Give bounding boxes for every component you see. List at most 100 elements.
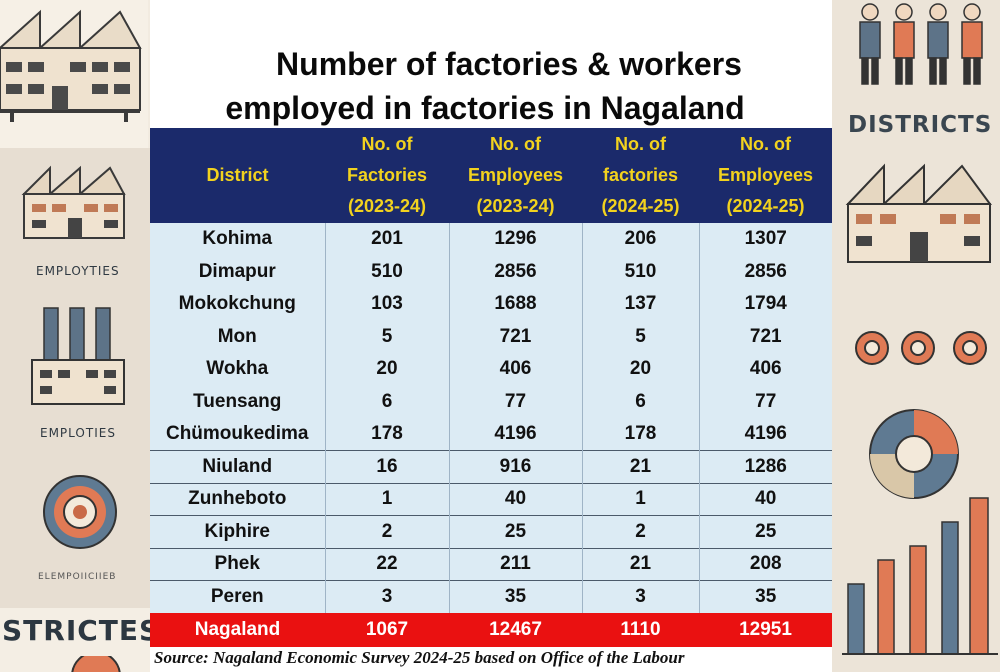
employees-2024-25-cell: 35: [699, 580, 832, 613]
factories-2023-24-cell: 16: [325, 450, 450, 483]
bar-chart-icon: [842, 497, 998, 655]
employees-2023-24-cell: 406: [449, 353, 583, 386]
factories-table: District No. of Factories (2023-24) No. …: [150, 128, 832, 647]
decor-right-column: DISTRICTS: [832, 0, 1000, 672]
column-header-district: District: [150, 128, 325, 223]
table-row: Zunheboto 1 40 1 40: [150, 482, 832, 516]
employees-2023-24-cell: 916: [449, 450, 583, 483]
factories-2024-25-cell: 206: [582, 223, 700, 256]
employees-2024-25-cell: 40: [699, 482, 832, 516]
column-header-employees-2024-25: No. of Employees (2024-25): [699, 128, 832, 223]
employees-2024-25-cell: 1794: [699, 288, 832, 321]
employees-2023-24-cell: 35: [449, 580, 583, 613]
gauge-icon: [71, 656, 121, 672]
employees-2024-25-cell: 4196: [699, 418, 832, 451]
decor-label: EMPLOTIES: [40, 426, 116, 440]
district-cell: Zunheboto: [150, 482, 326, 516]
factories-2023-24-cell: 2: [325, 515, 450, 548]
factory-icon: [21, 165, 126, 239]
factories-2024-25-cell: 1: [582, 482, 700, 516]
total-label-cell: Nagaland: [150, 613, 325, 647]
column-header-factories-2024-25: No. of factories (2024-25): [582, 128, 699, 223]
factories-2023-24-cell: 20: [325, 353, 450, 386]
employees-2023-24-cell: 77: [449, 385, 583, 418]
table-header-row: District No. of Factories (2023-24) No. …: [150, 128, 832, 223]
factories-2023-24-cell: 22: [325, 547, 450, 581]
employees-2024-25-cell: 25: [699, 515, 832, 548]
factories-2024-25-cell: 20: [582, 353, 700, 386]
factories-2024-25-cell: 5: [582, 320, 700, 353]
employees-2023-24-cell: 1296: [449, 223, 583, 256]
table-row: Wokha 20 406 20 406: [150, 353, 832, 386]
workers-icon: [859, 3, 983, 85]
district-cell: Phek: [150, 547, 326, 581]
table-row: Mokokchung 103 1688 137 1794: [150, 288, 832, 321]
district-cell: Dimapur: [150, 255, 326, 288]
factories-2023-24-cell: 103: [325, 288, 450, 321]
table-total-row: Nagaland 1067 12467 1110 12951: [150, 613, 832, 647]
factories-2023-24-cell: 510: [325, 255, 450, 288]
employees-2023-24-cell: 4196: [449, 418, 583, 451]
district-cell: Kiphire: [150, 515, 326, 548]
column-header-factories-2023-24: No. of Factories (2023-24): [325, 128, 449, 223]
column-header-employees-2023-24: No. of Employees (2023-24): [449, 128, 582, 223]
total-employees-2024-25-cell: 12951: [699, 613, 832, 647]
employees-2024-25-cell: 2856: [699, 255, 832, 288]
decor-left-column: EMPLOYTIES EMPLOTIES ELEMPOIICIIEB: [0, 148, 150, 608]
factories-2024-25-cell: 137: [582, 288, 700, 321]
factories-2023-24-cell: 5: [325, 320, 450, 353]
employees-2023-24-cell: 721: [449, 320, 583, 353]
total-factories-2023-24-cell: 1067: [325, 613, 449, 647]
employees-2024-25-cell: 721: [699, 320, 832, 353]
table-row: Peren 3 35 3 35: [150, 580, 832, 613]
main-panel: Number of factories & workers employed i…: [150, 0, 832, 672]
employees-2023-24-cell: 211: [449, 547, 583, 581]
district-cell: Mon: [150, 320, 326, 353]
table-row: Niuland 16 916 21 1286: [150, 450, 832, 483]
table-row: Chümoukedima 178 4196 178 4196: [150, 418, 832, 451]
employees-2024-25-cell: 77: [699, 385, 832, 418]
employees-2024-25-cell: 208: [699, 547, 832, 581]
factories-2023-24-cell: 6: [325, 385, 450, 418]
decor-label: ELEMPOIICIIEB: [38, 572, 117, 582]
district-cell: Wokha: [150, 353, 326, 386]
district-cell: Mokokchung: [150, 288, 326, 321]
page-title-line-2: employed in factories in Nagaland: [225, 90, 745, 126]
decor-label: EMPLOYTIES: [36, 264, 120, 278]
factories-2024-25-cell: 21: [582, 547, 700, 581]
table-row: Kiphire 2 25 2 25: [150, 515, 832, 548]
gear-icon: [43, 475, 117, 549]
chimney-factory-icon: [31, 307, 125, 405]
factories-2023-24-cell: 1: [325, 482, 450, 516]
district-cell: Peren: [150, 580, 326, 613]
factories-2023-24-cell: 3: [325, 580, 450, 613]
employees-2024-25-cell: 1307: [699, 223, 832, 256]
decor-factory-top-left: [0, 0, 148, 148]
table-row: Dimapur 510 2856 510 2856: [150, 255, 832, 288]
employees-2024-25-cell: 1286: [699, 450, 832, 483]
table-row: Phek 22 211 21 208: [150, 547, 832, 581]
decor-label: DISTRICTS: [848, 112, 993, 138]
employees-2023-24-cell: 25: [449, 515, 583, 548]
factories-2024-25-cell: 178: [582, 418, 700, 451]
employees-2023-24-cell: 40: [449, 482, 583, 516]
district-cell: Chümoukedima: [150, 418, 326, 451]
table-row: Kohima 201 1296 206 1307: [150, 223, 832, 256]
factories-2024-25-cell: 21: [582, 450, 700, 483]
employees-2023-24-cell: 1688: [449, 288, 583, 321]
factories-2023-24-cell: 178: [325, 418, 450, 451]
employees-2023-24-cell: 2856: [449, 255, 583, 288]
factories-2024-25-cell: 510: [582, 255, 700, 288]
district-cell: Kohima: [150, 223, 326, 256]
factories-2023-24-cell: 201: [325, 223, 450, 256]
table-row: Tuensang 6 77 6 77: [150, 385, 832, 418]
donut-chart-icon: [869, 409, 959, 499]
factory-icon: [845, 163, 992, 263]
factories-2024-25-cell: 2: [582, 515, 700, 548]
decor-bottom-left: STRICTES: [0, 608, 150, 672]
total-employees-2023-24-cell: 12467: [449, 613, 582, 647]
dials-icon: [855, 331, 987, 365]
decor-label: STRICTES: [2, 614, 150, 647]
district-cell: Tuensang: [150, 385, 326, 418]
total-factories-2024-25-cell: 1110: [582, 613, 699, 647]
